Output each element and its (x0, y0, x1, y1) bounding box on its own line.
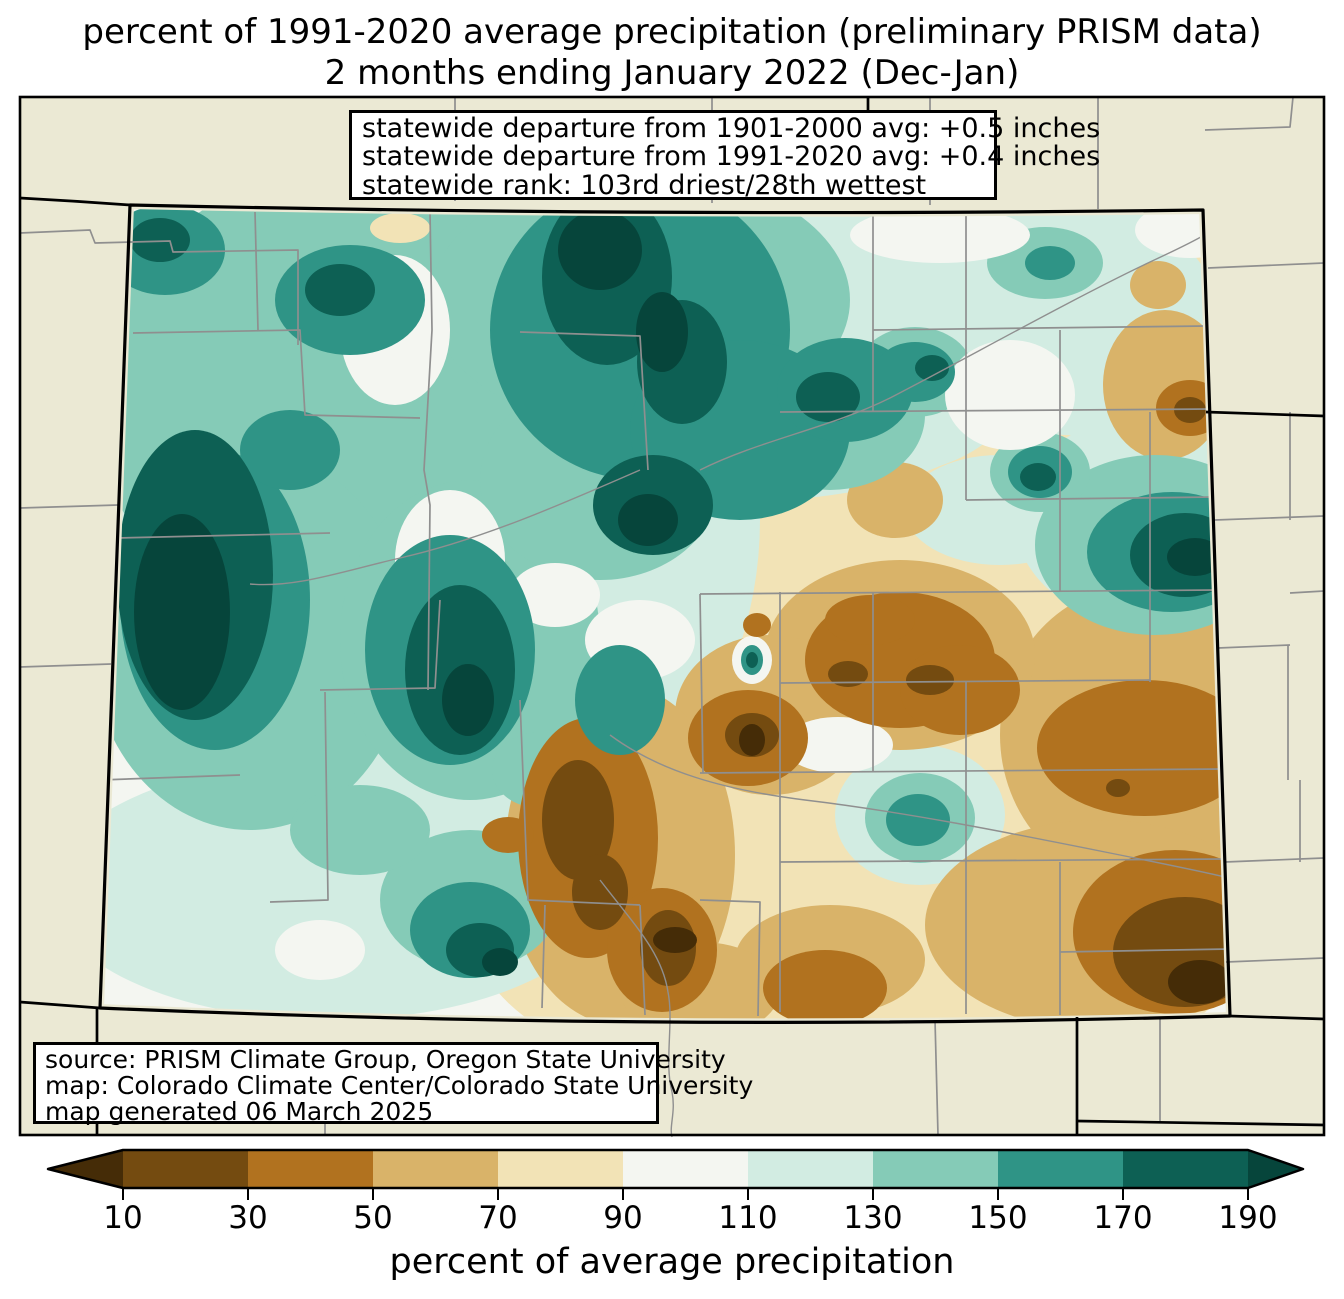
stats-line-3: statewide rank: 103rd driest/28th wettes… (362, 169, 927, 201)
source-box: source: PRISM Climate Group, Oregon Stat… (33, 1042, 754, 1127)
colorbar-ticks (122, 1188, 1249, 1200)
colorbar-left-arrow (48, 1150, 123, 1188)
colorbar-segment (498, 1150, 623, 1188)
svg-text:170: 170 (1093, 1200, 1152, 1236)
colorbar-segment (748, 1150, 873, 1188)
source-line-1: source: PRISM Climate Group, Oregon Stat… (45, 1045, 726, 1074)
title-line-2: 2 months ending January 2022 (Dec-Jan) (324, 53, 1020, 93)
stats-line-2: statewide departure from 1991-2020 avg: … (362, 141, 1101, 173)
colorbar-axis-label: percent of average precipitation (390, 1242, 955, 1282)
colorbar-segment (248, 1150, 373, 1188)
page-title: percent of 1991-2020 average precipitati… (0, 12, 1344, 94)
svg-text:110: 110 (718, 1200, 777, 1236)
map-frame (18, 95, 1326, 1137)
svg-text:10: 10 (103, 1200, 142, 1236)
colorado-border (98, 203, 1232, 1024)
county-lines (100, 211, 1230, 1017)
source-line-3: map generated 06 March 2025 (45, 1097, 434, 1127)
colorbar-segment (123, 1150, 248, 1188)
colorbar-segment (998, 1150, 1123, 1188)
svg-text:70: 70 (478, 1200, 517, 1236)
svg-text:50: 50 (353, 1200, 392, 1236)
contour-level-darkest-brown (653, 724, 1230, 1004)
contour-level-darkest-teal (134, 210, 1223, 976)
svg-text:130: 130 (843, 1200, 902, 1236)
colorbar-segment (1123, 1150, 1248, 1188)
colorbar-segment (623, 1150, 748, 1188)
title-line-1: percent of 1991-2020 average precipitati… (82, 12, 1262, 52)
colorbar-tick-labels: 10 30 50 70 90 110 130 150 170 190 (103, 1200, 1277, 1236)
stats-line-1: statewide departure from 1901-2000 avg: … (362, 113, 1101, 144)
river-lines (249, 233, 1230, 879)
svg-text:30: 30 (228, 1200, 267, 1236)
source-line-2: map: Colorado Climate Center/Colorado St… (45, 1071, 754, 1101)
svg-text:190: 190 (1218, 1200, 1277, 1236)
contour-fills (100, 205, 1230, 1023)
svg-text:150: 150 (968, 1200, 1027, 1236)
colorbar: 10 30 50 70 90 110 130 150 170 190 perce… (46, 1148, 1305, 1282)
colorbar-right-arrow (1248, 1150, 1303, 1188)
colorbar-segment (873, 1150, 998, 1188)
stats-box: statewide departure from 1901-2000 avg: … (349, 110, 1101, 201)
colorbar-segment (373, 1150, 498, 1188)
svg-text:90: 90 (603, 1200, 642, 1236)
